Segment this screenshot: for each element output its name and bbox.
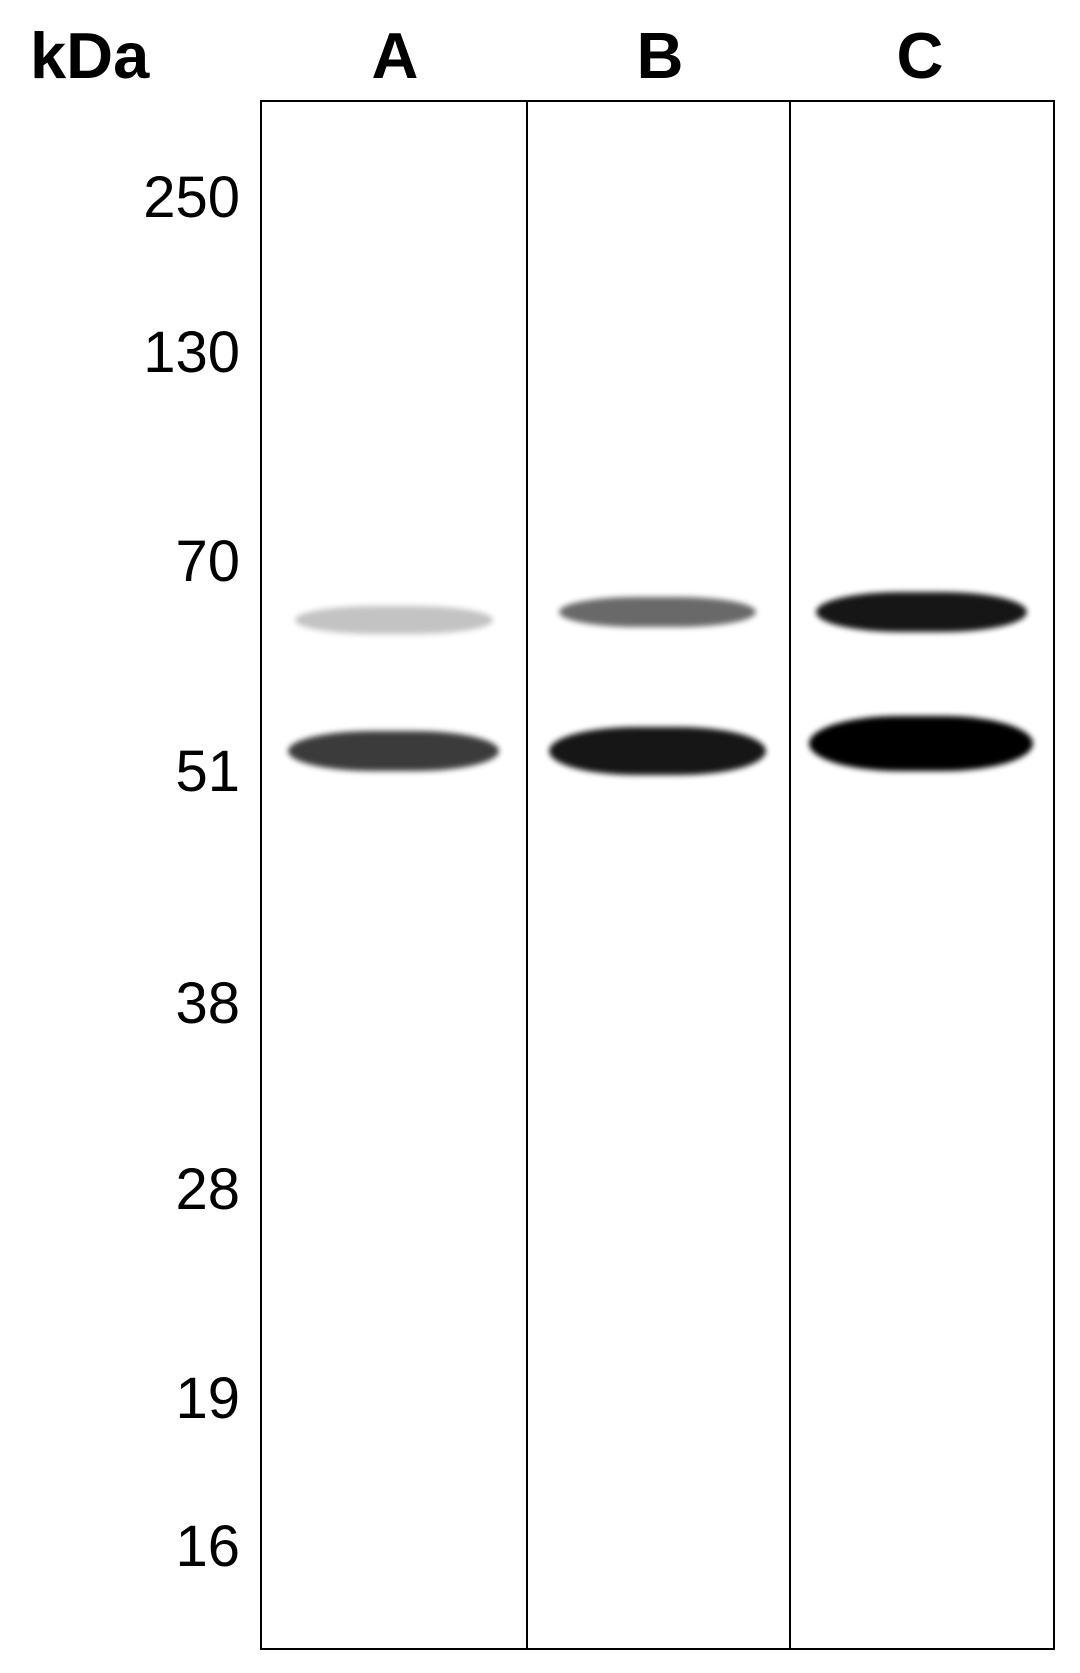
mw-marker-51: 51	[20, 738, 240, 805]
lane-label-b: B	[620, 18, 700, 93]
mw-marker-38: 38	[20, 970, 240, 1037]
mw-marker-250: 250	[20, 164, 240, 231]
western-blot-figure: kDa A B C 250 130 70 51 38 28 19 16	[0, 0, 1080, 1673]
mw-marker-16: 16	[20, 1513, 240, 1580]
protein-band	[288, 731, 499, 771]
lane-divider-1	[526, 102, 528, 1648]
protein-band	[816, 592, 1027, 632]
y-axis-title: kDa	[30, 18, 149, 93]
lane-label-a: A	[355, 18, 435, 93]
lane-label-c: C	[880, 18, 960, 93]
protein-band	[549, 727, 765, 775]
mw-marker-28: 28	[20, 1156, 240, 1223]
mw-marker-19: 19	[20, 1365, 240, 1432]
blot-membrane	[260, 100, 1055, 1650]
protein-band	[295, 606, 493, 634]
mw-marker-70: 70	[20, 528, 240, 595]
protein-band	[559, 597, 757, 627]
mw-marker-130: 130	[20, 319, 240, 386]
protein-band	[809, 716, 1033, 771]
lane-divider-2	[789, 102, 791, 1648]
